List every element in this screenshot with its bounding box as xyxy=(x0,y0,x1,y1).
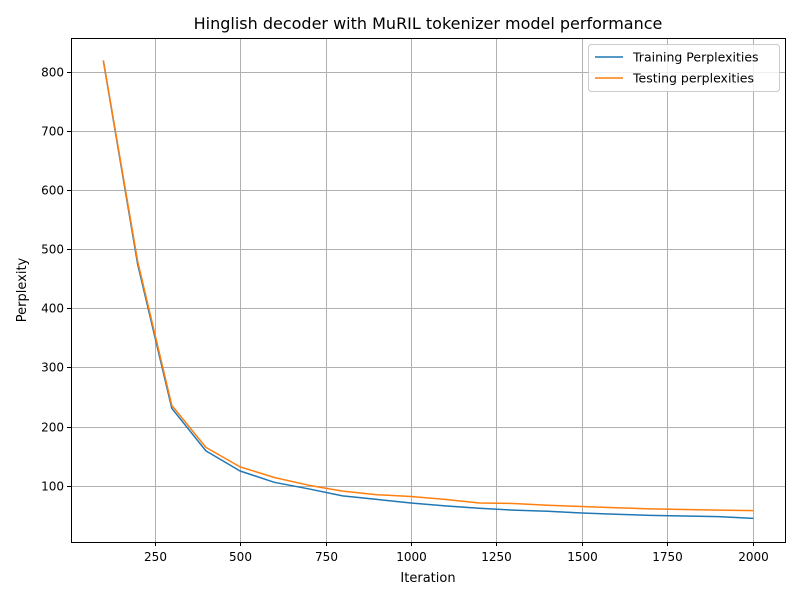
legend: Training Perplexities Testing perplexitie… xyxy=(588,44,780,92)
legend-label-0: Training Perplexities xyxy=(632,50,759,65)
series-line-1 xyxy=(102,60,754,512)
x-tick-label: 250 xyxy=(144,550,167,564)
gridlines xyxy=(71,38,785,542)
x-tick-label: 2000 xyxy=(738,550,769,564)
legend-label-1: Testing perplexities xyxy=(632,71,754,86)
x-tick-label: 1500 xyxy=(567,550,598,564)
y-tick-label: 400 xyxy=(41,302,64,316)
x-axis-label: Iteration xyxy=(400,571,455,586)
y-axis-label: Perplexity xyxy=(15,257,30,322)
legend-box xyxy=(588,44,780,92)
y-tick-label: 200 xyxy=(41,421,64,435)
y-axis: 100 200 300 400 500 600 700 800 xyxy=(41,66,71,494)
chart-title: Hinglish decoder with MuRIL tokenizer mo… xyxy=(194,14,663,33)
data-series xyxy=(102,60,754,520)
y-tick-label: 100 xyxy=(41,480,64,494)
plot-frame xyxy=(71,38,786,543)
x-axis: 250 500 750 1000 1250 1500 1750 2000 xyxy=(144,542,769,564)
x-tick-label: 1750 xyxy=(652,550,683,564)
x-tick-label: 750 xyxy=(315,550,338,564)
y-tick-label: 800 xyxy=(41,66,64,80)
x-tick-label: 500 xyxy=(229,550,252,564)
x-tick-label: 1000 xyxy=(396,550,427,564)
y-tick-label: 600 xyxy=(41,184,64,198)
series-line-0 xyxy=(102,60,754,520)
y-tick-label: 500 xyxy=(41,243,64,257)
y-tick-label: 300 xyxy=(41,361,64,375)
x-tick-label: 1250 xyxy=(481,550,512,564)
y-tick-label: 700 xyxy=(41,125,64,139)
